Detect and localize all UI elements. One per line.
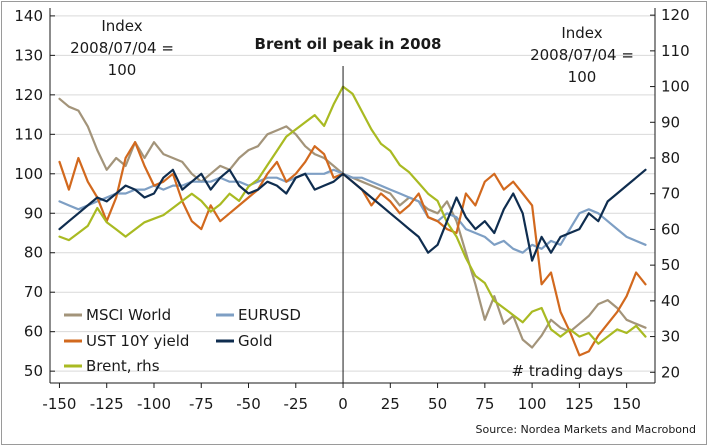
x-tick-label: 100 — [518, 395, 547, 413]
right-axis-label: Index 2008/07/04 = 100 — [530, 24, 634, 86]
y-tick-label-left: 130 — [14, 46, 43, 64]
legend-item-gold: Gold — [216, 332, 273, 350]
y-tick-label-left: 90 — [24, 204, 43, 222]
y-tick-label-right: 40 — [661, 292, 680, 310]
legend-label: Brent, rhs — [86, 357, 160, 375]
x-axis-label: # trading days — [512, 362, 624, 380]
y-tick-label-right: 50 — [661, 256, 680, 274]
legend-label: UST 10Y yield — [86, 332, 189, 350]
y-tick-label-left: 70 — [24, 283, 43, 301]
y-tick-label-right: 90 — [661, 113, 680, 131]
y-tick-label-left: 50 — [24, 362, 43, 380]
x-tick-label: -25 — [284, 395, 309, 413]
y-tick-label-left: 100 — [14, 165, 43, 183]
x-tick-label: 50 — [428, 395, 447, 413]
x-tick-label: 75 — [475, 395, 494, 413]
legend-item-ust-10y-yield: UST 10Y yield — [64, 332, 189, 350]
legend-label: Gold — [238, 332, 273, 350]
series-brent-rhs — [58, 85, 647, 345]
legend-item-msci-world: MSCI World — [64, 306, 171, 324]
legend-label: MSCI World — [86, 306, 171, 324]
series-group — [58, 85, 647, 357]
y-tick-label-left: 110 — [14, 125, 43, 143]
left-axis-label: Index 2008/07/04 = 100 — [70, 17, 174, 79]
y-tick-label-right: 60 — [661, 220, 680, 238]
x-tick-label: -125 — [90, 395, 124, 413]
x-tick-label: 125 — [565, 395, 594, 413]
series-gold — [58, 168, 647, 262]
legend-label: EURUSD — [238, 306, 301, 324]
y-tick-label-right: 80 — [661, 149, 680, 167]
legend: MSCI World EURUSD UST 10Y yield Gold Bre… — [64, 306, 301, 375]
right-axis-label-line-2: 2008/07/04 = — [530, 46, 634, 64]
x-tick-label: 25 — [381, 395, 400, 413]
y-tick-label-left: 120 — [14, 86, 43, 104]
x-tick-label: 150 — [612, 395, 641, 413]
y-tick-label-right: 70 — [661, 185, 680, 203]
y-tick-label-left: 60 — [24, 323, 43, 341]
x-tick-label: -50 — [236, 395, 261, 413]
y-tick-label-left: 80 — [24, 244, 43, 262]
x-tick-label: -150 — [42, 395, 76, 413]
axes: 50 60 70 80 90 100 110 120 130 140 20 30 40 50 60 70 80 9… — [14, 6, 689, 413]
legend-item-brent-rhs: Brent, rhs — [64, 357, 160, 375]
y-tick-label-left: 140 — [14, 7, 43, 25]
left-axis-label-line-1: Index — [101, 17, 142, 35]
x-tick-label: -100 — [137, 395, 171, 413]
x-tick-label: 0 — [338, 395, 348, 413]
y-tick-label-right: 110 — [661, 42, 690, 60]
y-tick-label-right: 30 — [661, 328, 680, 346]
x-tick-label: -75 — [189, 395, 214, 413]
chart-title: Brent oil peak in 2008 — [255, 35, 442, 53]
grid — [50, 15, 655, 372]
left-axis-label-line-2: 2008/07/04 = — [70, 39, 174, 57]
y-tick-label-right: 100 — [661, 78, 690, 96]
y-tick-label-right: 20 — [661, 363, 680, 381]
legend-item-eurusd: EURUSD — [216, 306, 301, 324]
left-axis-label-line-3: 100 — [108, 61, 137, 79]
right-axis-label-line-3: 100 — [568, 68, 597, 86]
source-note: Source: Nordea Markets and Macrobond — [476, 423, 696, 436]
right-axis-label-line-1: Index — [561, 24, 602, 42]
y-tick-label-right: 120 — [661, 6, 690, 24]
